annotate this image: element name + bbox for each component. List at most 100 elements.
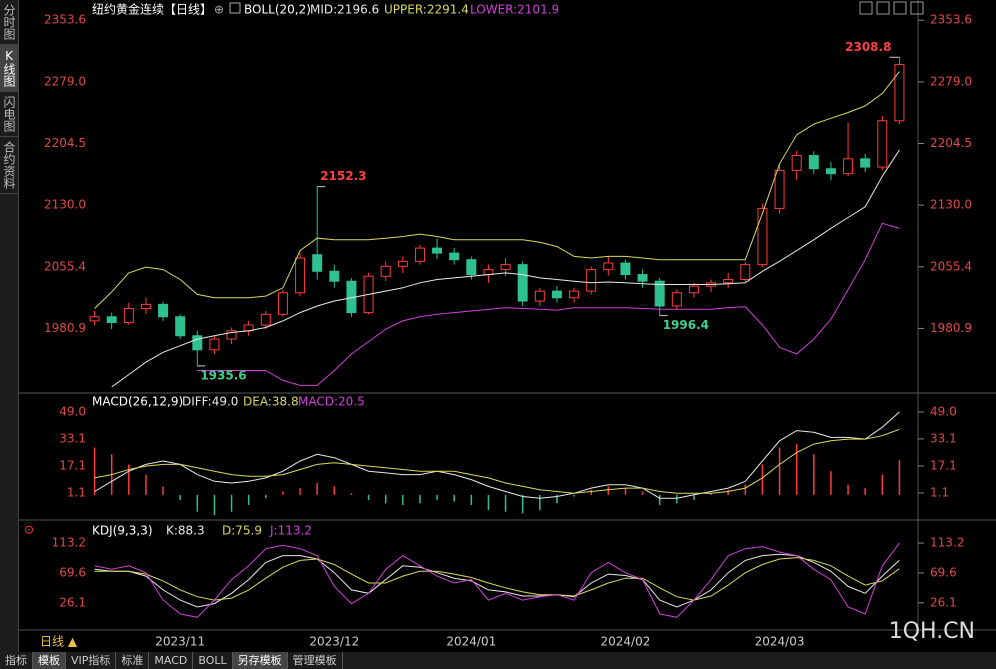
- x-tick-label: 2023/11: [155, 635, 205, 649]
- candle-body: [397, 260, 408, 267]
- indicator: KDJ(9,3,3): [92, 524, 153, 538]
- y-tick-label: 17.1: [59, 458, 86, 472]
- candle-body: [517, 264, 528, 302]
- candle-body: [603, 262, 614, 271]
- legend: UPPER:2291.4: [384, 3, 469, 17]
- candle-body: [569, 290, 580, 299]
- y-tick-label: 2055.4: [930, 259, 972, 273]
- candle-body: [637, 274, 648, 282]
- y-tick-label: 1.1: [930, 485, 949, 499]
- x-tick-label: 2024/03: [755, 635, 805, 649]
- indicator: BOLL(20,2): [244, 3, 311, 17]
- legend: MACD:20.5: [298, 395, 365, 409]
- indicator-line: [111, 149, 900, 388]
- legend: DEA:38.8: [243, 395, 299, 409]
- candle-body: [329, 270, 340, 282]
- y-tick-label: 113.2: [930, 536, 964, 550]
- bottom-tab[interactable]: 管理模板: [288, 652, 343, 669]
- candle-body: [106, 316, 117, 324]
- icon[interactable]: [229, 2, 241, 14]
- side-tab[interactable]: K线图: [0, 45, 18, 92]
- indicator-line: [94, 557, 900, 601]
- annotation: 2308.8: [845, 40, 891, 54]
- bottom-tab[interactable]: MACD: [149, 652, 194, 669]
- indicator-line: [94, 542, 900, 618]
- candle-body: [586, 269, 597, 292]
- bottom-tab[interactable]: VIP指标: [66, 652, 117, 669]
- tool-button[interactable]: [910, 1, 924, 15]
- indicator-line: [197, 222, 900, 386]
- x-tick-label: 2024/01: [446, 635, 496, 649]
- candle-body: [175, 316, 186, 337]
- legend: K:88.3: [166, 524, 205, 538]
- bottom-tab[interactable]: 指标: [0, 652, 33, 669]
- bottom-tab[interactable]: BOLL: [193, 652, 233, 669]
- candle-body: [791, 155, 802, 171]
- candle-body: [192, 335, 203, 351]
- side-tab[interactable]: 分时图: [0, 0, 18, 45]
- legend: D:75.9: [222, 524, 262, 538]
- y-tick-label: 2130.0: [44, 198, 86, 212]
- icon[interactable]: ⊕: [214, 3, 224, 17]
- chart-title: 纽约黄金连续【日线】: [92, 2, 212, 17]
- icon[interactable]: ⊙: [24, 523, 34, 537]
- indicator: MACD(26,12,9): [92, 395, 183, 409]
- y-tick-label: 49.0: [930, 405, 957, 419]
- y-tick-label: 2130.0: [930, 198, 972, 212]
- bottom-tab[interactable]: 另存模板: [232, 652, 288, 669]
- candle-body: [260, 313, 271, 326]
- candle-body: [209, 338, 220, 351]
- watermark: 1QH.CN: [889, 619, 975, 644]
- bottom-tabs: 指标 模板 VIP指标 标准 MACD BOLL 另存模板 管理模板: [0, 652, 996, 669]
- candle-body: [757, 207, 768, 266]
- indicator-line: [94, 71, 900, 309]
- candle-body: [226, 330, 237, 340]
- tool-button[interactable]: [876, 1, 890, 15]
- indicator-line: [94, 553, 900, 608]
- candle-body: [277, 292, 288, 315]
- candle-body: [894, 64, 905, 122]
- side-tab[interactable]: 合约资料: [0, 137, 18, 194]
- chart: 纽约黄金连续【日线】 ⊕ BOLL(20,2) MID:2196.6 UPPER…: [18, 0, 996, 649]
- y-tick-label: 69.6: [930, 565, 957, 579]
- annotation: 2152.3: [320, 169, 366, 183]
- side-tab[interactable]: 闪电图: [0, 92, 18, 137]
- candle-body: [89, 316, 100, 322]
- legend: MID:2196.6: [310, 3, 379, 17]
- candle-body: [774, 169, 785, 209]
- y-tick-label: 49.0: [59, 405, 86, 419]
- candle-body: [140, 303, 151, 309]
- x-tick-label: 2024/02: [601, 635, 651, 649]
- candle-body: [877, 120, 888, 168]
- legend: J:113.2: [269, 524, 312, 538]
- tool-button[interactable]: [859, 1, 873, 15]
- tool-button[interactable]: [893, 1, 907, 15]
- candle-body: [500, 264, 511, 271]
- candle-body: [158, 303, 169, 318]
- y-tick-label: 69.6: [59, 565, 86, 579]
- candle-body: [380, 265, 391, 277]
- candle-body: [860, 158, 871, 168]
- candle-body: [843, 158, 854, 175]
- legend: DIFF:49.0: [182, 395, 238, 409]
- bottom-tab[interactable]: 标准: [116, 652, 150, 669]
- bottom-tab[interactable]: 模板: [33, 652, 66, 669]
- indicator-line: [94, 428, 900, 494]
- candle-body: [551, 290, 562, 299]
- candle-body: [432, 247, 443, 254]
- y-tick-label: 2353.6: [44, 13, 86, 27]
- period[interactable]: 日线 ▲: [40, 635, 78, 649]
- annotation: 1996.4: [663, 318, 709, 332]
- y-tick-label: 33.1: [930, 431, 957, 445]
- candle-body: [740, 264, 751, 281]
- candle-body: [808, 155, 819, 170]
- candle-body: [654, 280, 665, 307]
- y-tick-label: 2353.6: [930, 13, 972, 27]
- candle-body: [312, 254, 323, 272]
- y-tick-label: 1.1: [67, 485, 86, 499]
- y-tick-label: 1980.9: [930, 321, 972, 335]
- candle-body: [688, 285, 699, 294]
- legend: LOWER:2101.9: [470, 3, 559, 17]
- y-tick-label: 2279.0: [930, 74, 972, 88]
